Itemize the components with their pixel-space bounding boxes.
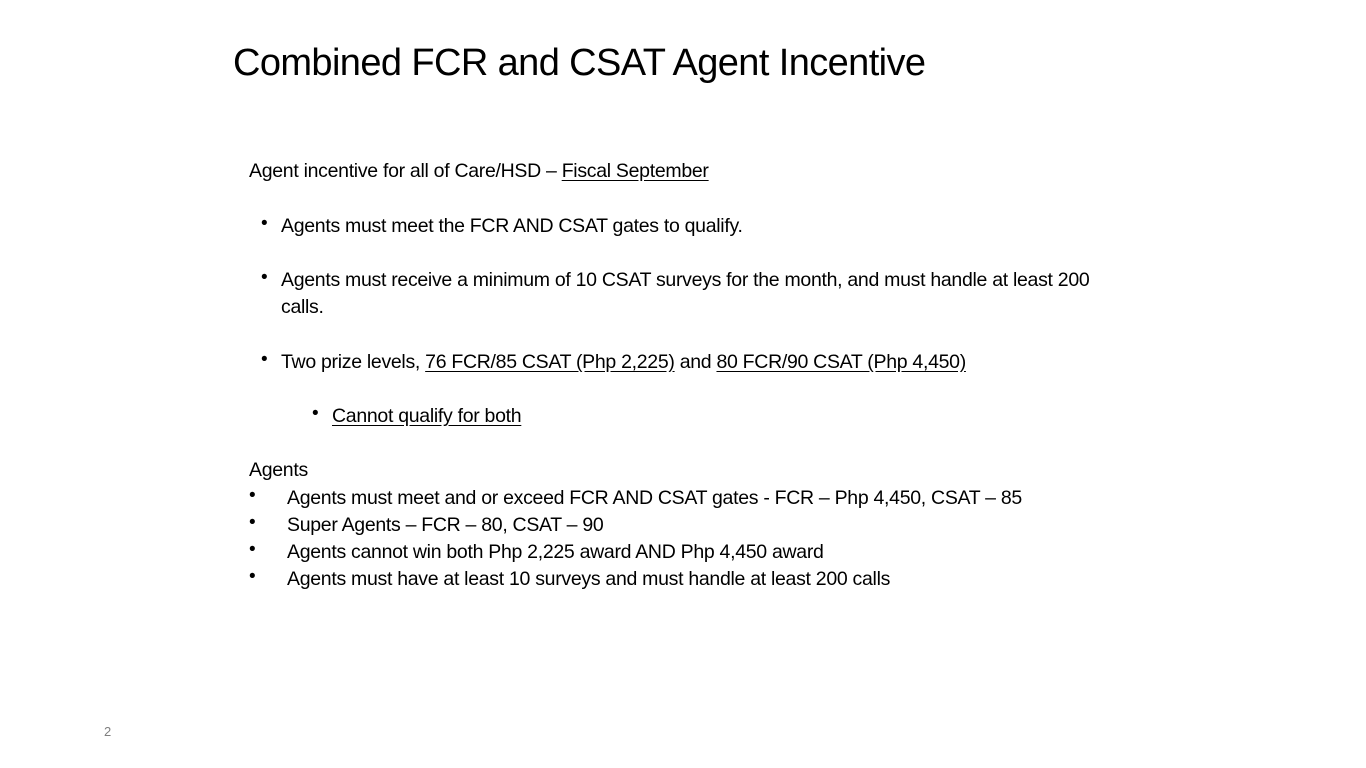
bullet-icon: • — [249, 566, 256, 587]
sub-bullet-cannot-qualify: Cannot qualify for both — [332, 405, 522, 427]
slide-title: Combined FCR and CSAT Agent Incentive — [233, 42, 926, 84]
agents-bullet: Agents must have at least 10 surveys and… — [287, 568, 891, 590]
bullet-icon: • — [312, 403, 319, 424]
bullet-minimum: Agents must receive a minimum of 10 CSAT… — [281, 269, 1090, 318]
agents-heading: Agents — [249, 459, 308, 481]
agents-bullet: Super Agents – FCR – 80, CSAT – 90 — [287, 514, 604, 536]
prize-mid: and — [674, 351, 717, 373]
agents-bullet: Agents cannot win both Php 2,225 award A… — [287, 541, 824, 563]
bullet-icon: • — [249, 485, 256, 506]
prize-level-1: 76 FCR/85 CSAT (Php 2,225) — [425, 351, 675, 373]
prize-prefix: Two prize levels, — [281, 351, 426, 373]
intro-text: Agent incentive for all of Care/HSD – — [249, 160, 562, 182]
bullet-icon: • — [249, 512, 256, 533]
intro-line: Agent incentive for all of Care/HSD – Fi… — [249, 158, 709, 185]
agents-bullet: Agents must meet and or exceed FCR AND C… — [287, 487, 1022, 509]
bullet-prize-levels: Two prize levels, 76 FCR/85 CSAT (Php 2,… — [281, 349, 966, 376]
bullet-icon: • — [261, 267, 268, 288]
prize-level-2: 80 FCR/90 CSAT (Php 4,450) — [716, 351, 966, 373]
bullet-gates: Agents must meet the FCR AND CSAT gates … — [281, 215, 743, 237]
page-number: 2 — [104, 724, 112, 739]
bullet-icon: • — [261, 213, 268, 234]
bullet-icon: • — [249, 539, 256, 560]
bullet-icon: • — [261, 349, 268, 370]
intro-link: Fiscal September — [561, 160, 709, 182]
